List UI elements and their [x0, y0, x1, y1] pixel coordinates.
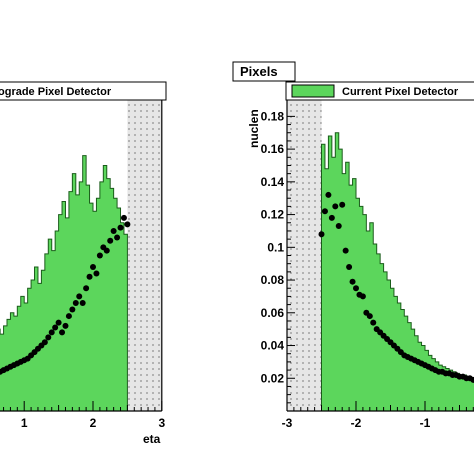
right-y-tick-label: 0.04 — [261, 339, 285, 353]
right-y-tick-label: 0.16 — [261, 142, 285, 156]
right-point — [366, 313, 373, 320]
left-legend-label: ograde Pixel Detector — [0, 86, 112, 98]
right-legend-swatch — [291, 84, 335, 98]
right-shaded-rect — [287, 100, 322, 411]
left-point — [62, 322, 69, 329]
left-point — [107, 237, 114, 244]
right-histogram — [321, 132, 474, 412]
right-y-tick-label: 0.06 — [261, 306, 285, 320]
left-point — [124, 221, 131, 228]
left-point — [103, 247, 110, 254]
left-point — [79, 299, 86, 306]
right-point — [318, 231, 325, 238]
right-title-box — [232, 61, 296, 82]
right-y-tick-label: 0.14 — [261, 175, 285, 189]
left-x-tick-label: 1 — [21, 416, 28, 430]
left-point — [55, 319, 62, 326]
right-point — [325, 191, 332, 198]
right-y-tick-label: 0.02 — [261, 371, 285, 385]
left-point — [48, 329, 55, 336]
right-x-tick-label: -3 — [282, 416, 293, 430]
left-point — [52, 324, 59, 331]
right-panel: -3 -2 -1 0.02 0.04 0.06 0.08 0.1 0.12 0.14 0.16 0.1… — [232, 61, 474, 430]
right-point — [346, 263, 353, 270]
right-point — [328, 214, 335, 221]
left-point — [72, 299, 79, 306]
left-point — [41, 339, 48, 346]
right-point — [370, 319, 377, 326]
right-histogram-area — [321, 132, 474, 412]
right-point — [349, 278, 356, 285]
left-point — [96, 252, 103, 259]
left-point — [69, 306, 76, 313]
right-title: Pixels — [232, 61, 296, 82]
right-x-tick-label: -2 — [351, 416, 362, 430]
left-panel: 1 2 3 ograde Pixel Detector eta — [0, 81, 167, 446]
right-y-tick-label: 0.08 — [261, 273, 285, 287]
left-point — [86, 273, 93, 280]
left-point — [45, 334, 52, 341]
right-point — [332, 203, 339, 210]
right-point — [339, 201, 346, 208]
left-legend: ograde Pixel Detector — [0, 81, 167, 101]
right-point — [321, 208, 328, 215]
left-point — [114, 234, 121, 241]
left-point — [83, 285, 90, 292]
left-histogram-area — [0, 155, 128, 412]
left-points — [0, 214, 131, 375]
left-point — [76, 293, 83, 300]
right-point — [359, 293, 366, 300]
left-point — [93, 270, 100, 277]
left-point — [120, 214, 127, 221]
right-axes: -3 -2 -1 0.02 0.04 0.06 0.08 0.1 0.12 0.14 0.16 0.1… — [261, 99, 474, 430]
right-ylabel: nuclen — [247, 109, 261, 148]
left-point — [117, 224, 124, 231]
left-legend-box — [0, 81, 167, 101]
left-point — [59, 329, 66, 336]
right-x-tick-label: -1 — [420, 416, 431, 430]
right-points — [318, 191, 474, 383]
right-point — [342, 247, 349, 254]
left-shaded-region — [127, 100, 162, 411]
right-legend: Current Pixel Detector — [285, 81, 474, 101]
left-point — [90, 263, 96, 270]
right-point — [353, 285, 359, 292]
left-x-tick-label: 3 — [158, 416, 165, 430]
right-legend-label: Current Pixel Detector — [342, 86, 459, 98]
right-y-tick-label: 0.12 — [261, 208, 285, 222]
left-point — [65, 313, 72, 320]
left-point — [110, 227, 117, 234]
left-shaded-rect — [127, 100, 162, 411]
right-point — [470, 376, 474, 383]
right-title-text: Pixels — [240, 64, 278, 79]
right-y-tick-label: 0.1 — [267, 240, 284, 254]
right-point — [335, 223, 342, 230]
right-shaded-region — [287, 100, 322, 411]
left-histogram — [0, 155, 128, 412]
left-x-tick-label: 2 — [90, 416, 97, 430]
left-xlabel: eta — [143, 432, 161, 446]
right-y-tick-label: 0.18 — [261, 109, 285, 123]
